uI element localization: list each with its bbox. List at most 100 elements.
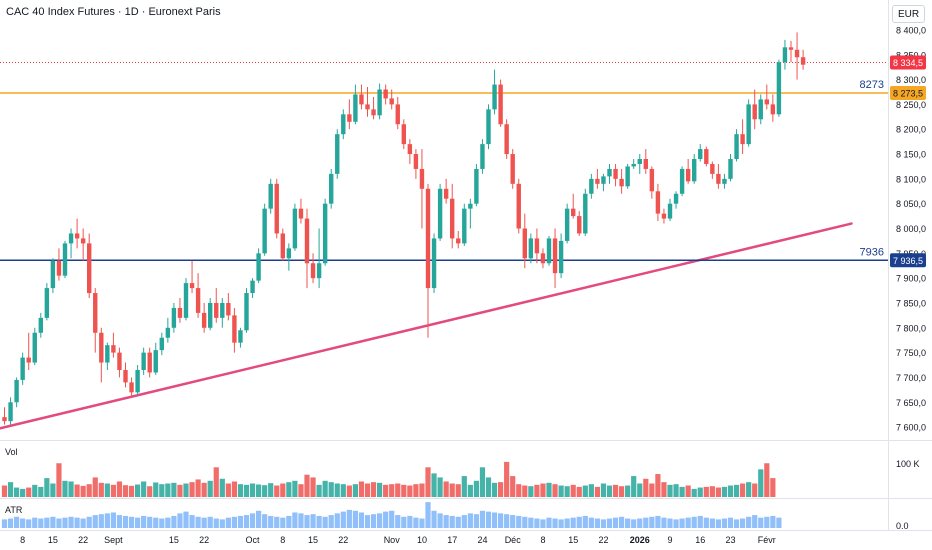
candle (329, 173, 334, 204)
atr-bar (419, 518, 425, 528)
volume-bar (7, 482, 14, 497)
atr-bar (582, 515, 588, 528)
trendline-support (0, 222, 853, 430)
volume-bar (401, 484, 407, 497)
atr-bar (383, 511, 389, 528)
x-tick-label: 9 (667, 535, 672, 545)
candle (770, 104, 776, 115)
volume-bar (316, 484, 322, 497)
candle (50, 260, 56, 289)
atr-bar (310, 514, 316, 528)
candle (220, 302, 225, 318)
atr-bar (280, 517, 286, 528)
y-tick-label: 8 000,0 (896, 224, 926, 234)
price-axis[interactable]: 8 400,0 8 350,0 8 300,0 8 250,0 8 200,0 8 150… (896, 25, 926, 432)
atr-bar (691, 516, 697, 528)
time-axis[interactable]: 8 15 22 Sept 15 22 Oct 8 15 22 Nov 10 17 24 Déc 8 15 22 20… (20, 535, 776, 545)
atr-bar (177, 513, 183, 528)
volume-bar (709, 486, 715, 497)
atr-bar (165, 517, 171, 528)
candle (437, 188, 443, 239)
atr-bar (594, 518, 600, 528)
atr-bar (147, 516, 153, 528)
y-tick-label: 8 300,0 (896, 75, 926, 85)
volume-bar (413, 484, 419, 497)
candle (87, 243, 92, 294)
atr-bar (606, 518, 613, 528)
candle (389, 98, 394, 105)
candle (347, 114, 352, 122)
volume-bar (498, 482, 504, 497)
atr-bar (153, 517, 159, 528)
y-tick-label: 8 350,0 (896, 50, 926, 60)
volume-bar (14, 487, 20, 497)
x-tick-label: 22 (199, 535, 209, 545)
atr-bar (588, 517, 594, 528)
x-tick-label: Oct (246, 535, 261, 545)
level-tag: 8 273,5 (893, 88, 923, 98)
volume-bar (62, 480, 68, 497)
volume-bar (558, 485, 564, 497)
x-tick-label: 15 (48, 535, 58, 545)
atr-bar (116, 515, 123, 528)
y-tick-label: 8 400,0 (896, 25, 926, 35)
volume-bar (612, 484, 619, 497)
volume-bar (479, 467, 486, 497)
candle (782, 47, 788, 63)
volume-bar (467, 484, 473, 497)
atr-bar (485, 511, 492, 528)
atr-tick-label: 0.0 (896, 521, 909, 531)
candle (558, 240, 564, 274)
volume-bar (249, 483, 256, 497)
candle (335, 134, 340, 174)
volume-bar (703, 486, 709, 497)
horizontal-lines[interactable]: 8273 7936 (0, 61, 888, 262)
candle (516, 183, 521, 229)
volume-bar (104, 483, 110, 497)
atr-bar (467, 513, 473, 528)
atr-bar (479, 510, 486, 528)
atr-bar (195, 516, 201, 528)
volume-bar (195, 479, 201, 497)
atr-bar (56, 518, 62, 528)
atr-bar (776, 517, 782, 528)
volume-bar (122, 485, 129, 497)
volume-bar (256, 484, 262, 497)
volume-bar (546, 482, 552, 497)
candle (322, 203, 328, 264)
volume-bar (141, 481, 147, 497)
y-tick-label: 8 050,0 (896, 199, 926, 209)
atr-bar (504, 514, 510, 528)
volume-label: Vol (5, 447, 18, 457)
atr-bar (540, 519, 546, 528)
candle (419, 168, 425, 189)
x-tick-label: 16 (695, 535, 705, 545)
volume-bar (564, 486, 570, 497)
volume-bar (20, 488, 26, 497)
volume-bar (298, 484, 304, 497)
candle (577, 216, 582, 234)
candle (316, 263, 322, 279)
volume-bar (262, 485, 268, 497)
candles (2, 32, 806, 425)
candle (44, 288, 50, 318)
atr-bar (770, 515, 776, 528)
x-tick-label: 15 (308, 535, 318, 545)
volume-bar (473, 480, 479, 497)
atr-bar (625, 518, 631, 528)
volume-pane: Vol 100 K (1, 447, 920, 497)
atr-bar (128, 516, 135, 528)
candle (226, 302, 231, 316)
chart-title: CAC 40 Index Futures · 1D · Euronext Par… (6, 6, 221, 18)
candle (528, 238, 534, 259)
trendline[interactable] (0, 222, 853, 435)
atr-bar (122, 515, 129, 528)
candle (534, 238, 540, 254)
candle (480, 144, 485, 169)
currency-button[interactable]: EUR (892, 5, 925, 23)
atr-bar (679, 518, 685, 528)
atr-bar (201, 517, 207, 528)
volume-bar (50, 483, 56, 497)
candle (571, 208, 576, 217)
